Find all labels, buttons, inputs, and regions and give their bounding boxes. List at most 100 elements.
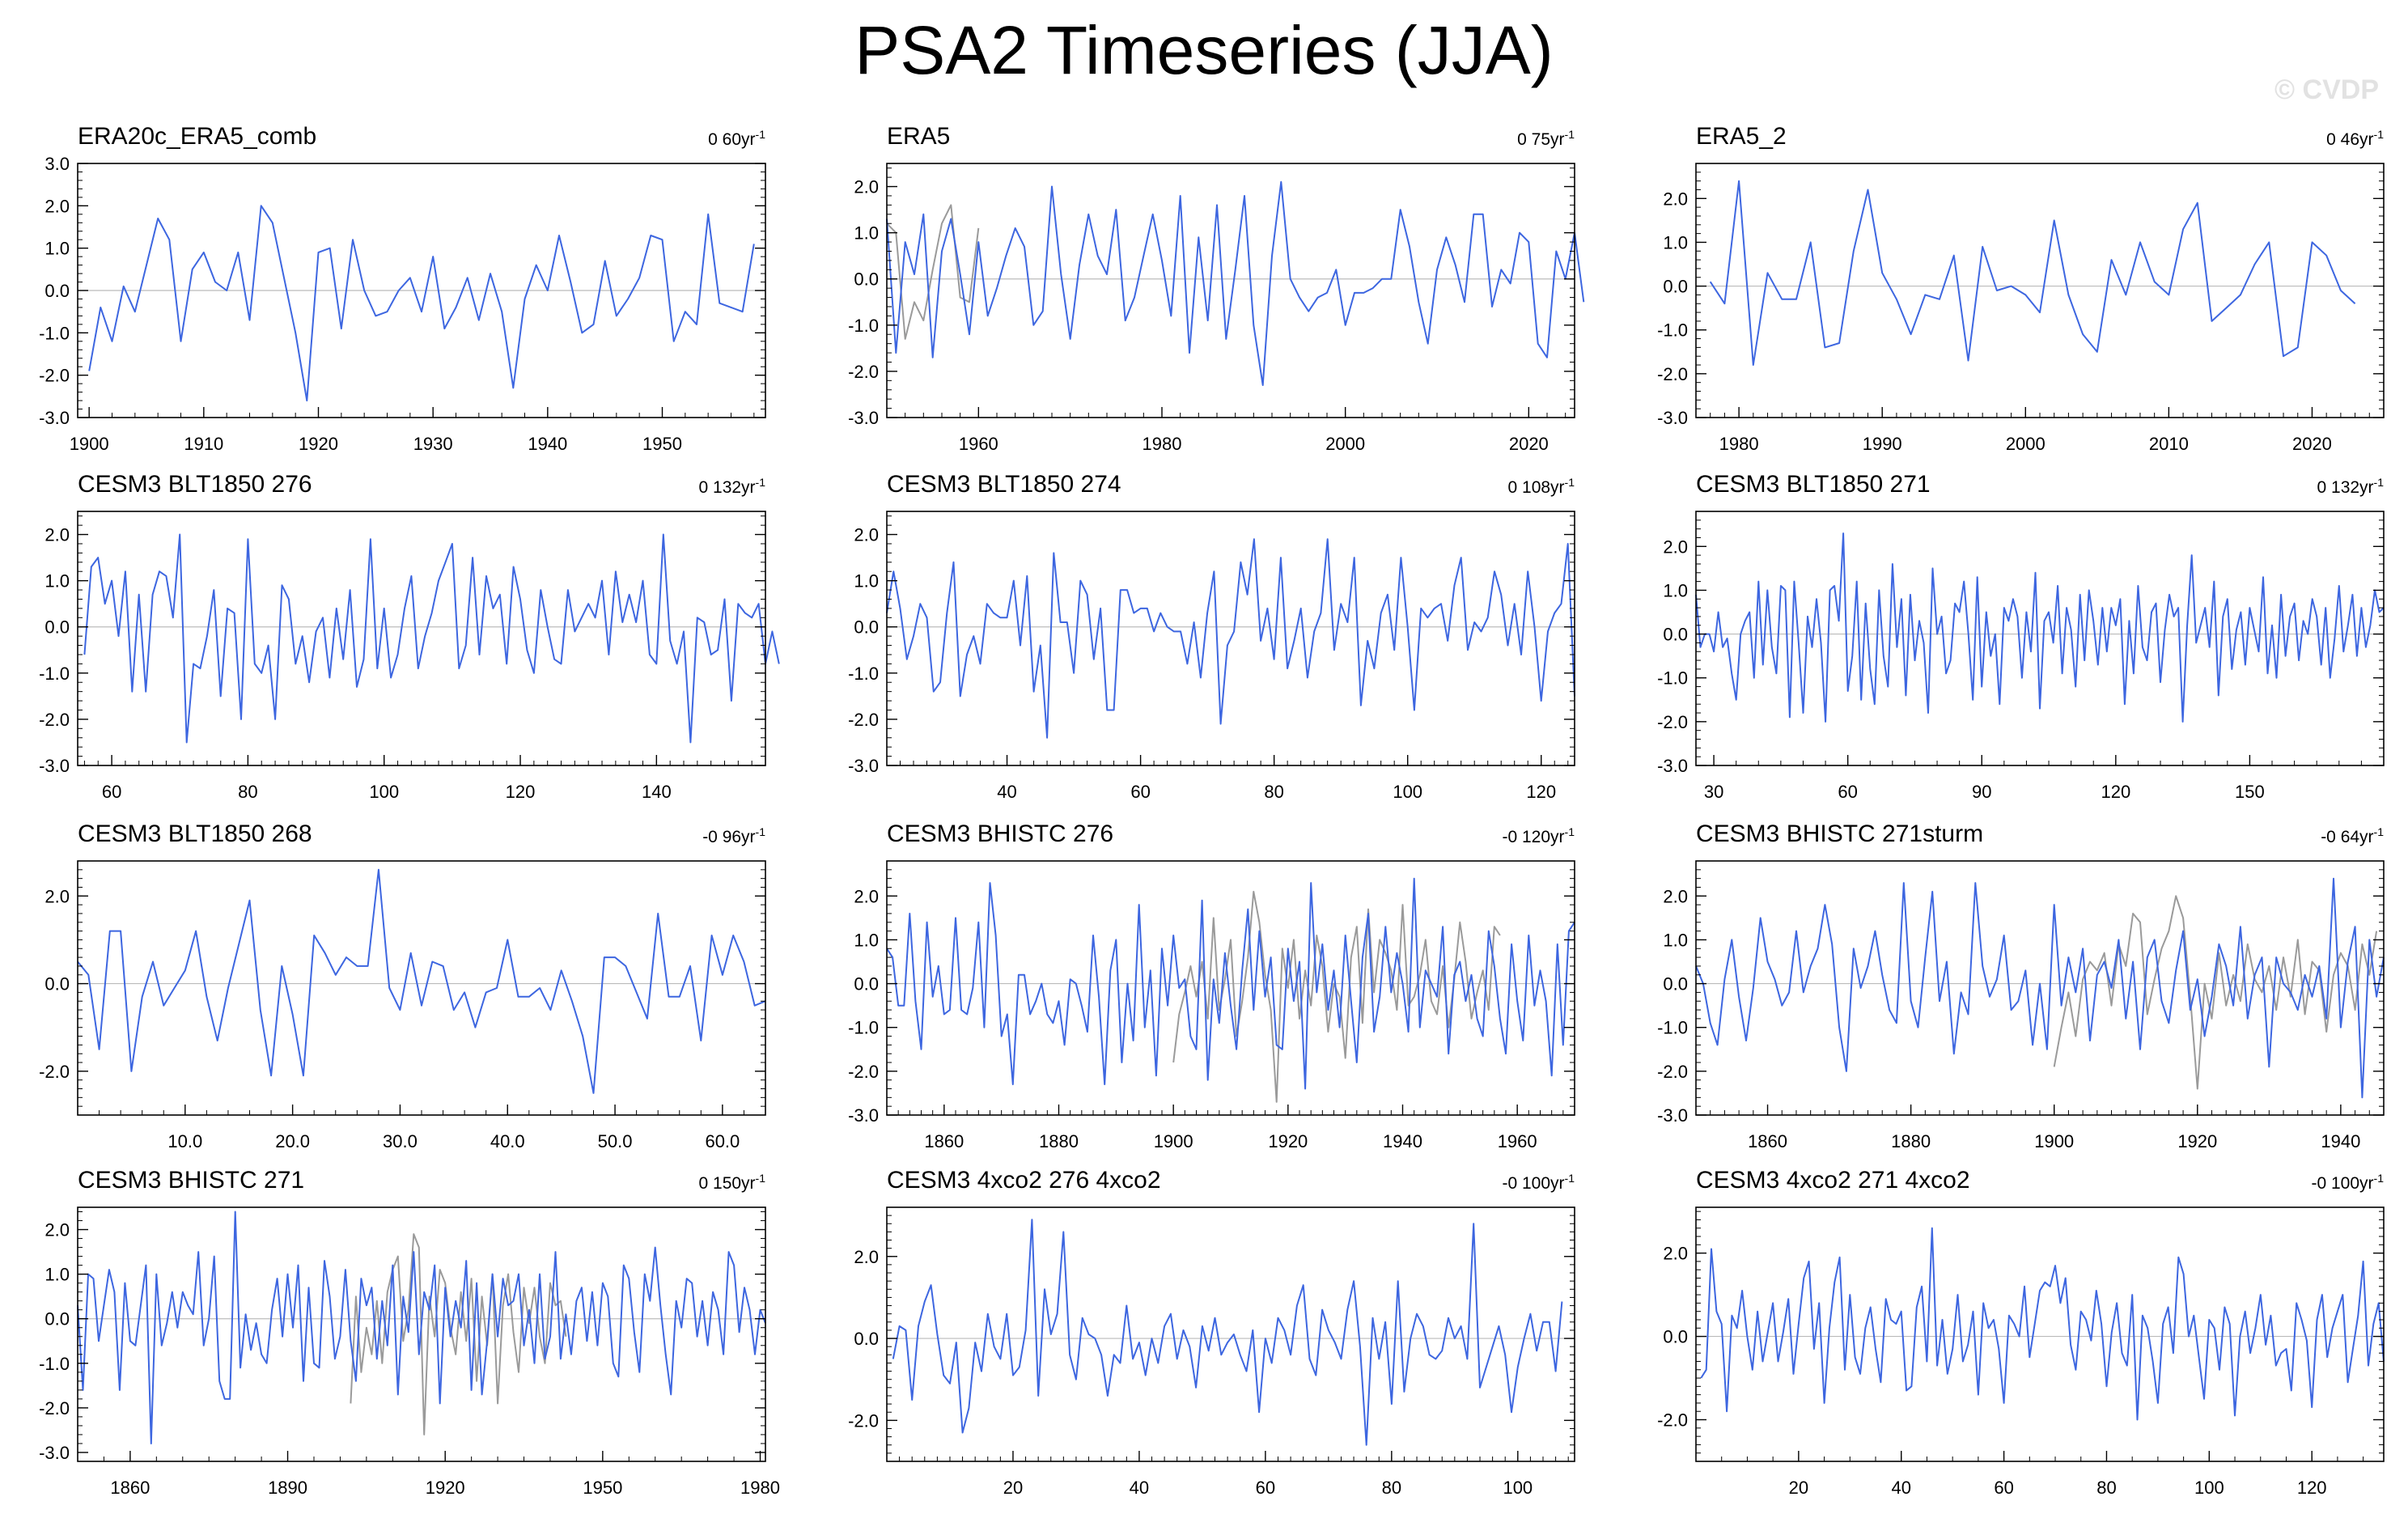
x-tick-label: 120 — [2101, 782, 2130, 802]
x-tick-label: 40 — [1891, 1478, 1910, 1498]
chart-title: ERA5 — [887, 123, 951, 150]
y-tick-label: -2.0 — [1657, 712, 1688, 732]
y-tick-label: -1.0 — [848, 316, 879, 336]
y-tick-label: 2.0 — [854, 525, 879, 545]
chart-title: CESM3 BLT1850 274 — [887, 471, 1121, 498]
trend-unit-exponent: -1 — [1564, 476, 1575, 489]
plot-frame — [1695, 511, 2385, 766]
y-tick-label: -3.0 — [39, 1443, 70, 1463]
trend-label: -0 96yr-1 — [702, 825, 765, 846]
x-tick-label: 1950 — [583, 1478, 622, 1498]
x-tick-label: 100 — [1393, 782, 1422, 802]
x-tick-label: 1960 — [959, 434, 998, 454]
x-tick-label: 20 — [1003, 1478, 1023, 1498]
x-tick-label: 120 — [506, 782, 536, 802]
y-tick-label: 2.0 — [1663, 536, 1688, 557]
y-tick-label: -3.0 — [848, 408, 879, 428]
chart-title: CESM3 BLT1850 268 — [78, 821, 312, 847]
y-tick-label: 0.0 — [854, 269, 879, 290]
chart-panel: ERA5_2 0 46yr-1 1980 1990 2000 2010 2020 -3.0 -2… — [1622, 113, 2408, 477]
x-tick-label: 50.0 — [598, 1131, 633, 1151]
y-tick-label: -1.0 — [1657, 320, 1688, 341]
chart-svg: 30 60 90 120 150 -3.0 -2.0 -1.0 0.0 1.0 2.0 — [1657, 511, 2385, 802]
x-tick-label: 1920 — [299, 434, 338, 454]
trend-unit-exponent: -1 — [755, 476, 765, 489]
x-tick-label: 20.0 — [275, 1131, 310, 1151]
chart-title: ERA20c_ERA5_comb — [78, 123, 317, 150]
y-tick-label: 1.0 — [45, 571, 70, 592]
chart-panel: CESM3 4xco2 276 4xco2 -0 100yr-1 20 40 60 80 1… — [812, 1157, 1613, 1521]
chart-svg: 1900 1910 1920 1930 1940 1950 -3.0 -2.0 -1.0 0.0 1… — [39, 154, 766, 454]
x-tick-label: 2020 — [1509, 434, 1549, 454]
x-tick-label: 1880 — [1039, 1131, 1079, 1151]
chart-svg: 40 60 80 100 120 -3.0 -2.0 -1.0 0.0 1.0 2.0 — [848, 511, 1575, 802]
x-tick-label: 1990 — [1863, 434, 1902, 454]
plot-frame — [77, 1206, 766, 1462]
y-tick-label: -1.0 — [39, 1354, 70, 1374]
y-tick-label: 3.0 — [45, 154, 70, 174]
y-tick-label: -2.0 — [848, 710, 879, 730]
y-tick-label: -2.0 — [39, 1062, 70, 1082]
y-tick-label: -3.0 — [848, 1105, 879, 1126]
y-tick-label: 0.0 — [1663, 974, 1688, 994]
x-tick-label: 1980 — [1719, 434, 1759, 454]
x-tick-label: 100 — [369, 782, 399, 802]
chart-panel: CESM3 BHISTC 276 -0 120yr-1 1860 1880 1900 19… — [812, 811, 1613, 1175]
chart-title: CESM3 BHISTC 276 — [887, 821, 1114, 847]
y-tick-label: 2.0 — [854, 886, 879, 906]
trend-unit-exponent: -1 — [2373, 128, 2384, 141]
chart-svg: 10.0 20.0 30.0 40.0 50.0 60.0 -2.0 0.0 2.0 — [39, 860, 766, 1151]
y-tick-label: -1.0 — [848, 1018, 879, 1038]
y-tick-label: -2.0 — [39, 710, 70, 730]
x-tick-label: 90 — [1972, 782, 1991, 802]
y-tick-label: 0.0 — [45, 617, 70, 638]
x-tick-label: 60 — [1130, 782, 1150, 802]
x-tick-label: 80 — [1264, 782, 1283, 802]
series-line-primary — [88, 205, 755, 402]
x-tick-label: 2000 — [1325, 434, 1365, 454]
chart-panel: CESM3 4xco2 271 4xco2 -0 100yr-1 20 40 60 80 1… — [1622, 1157, 2408, 1521]
trend-unit-exponent: -1 — [1564, 1172, 1575, 1185]
x-tick-label: 1940 — [1383, 1131, 1422, 1151]
x-tick-label: 1860 — [924, 1131, 964, 1151]
plot-frame — [886, 1206, 1575, 1462]
trend-label: -0 100yr-1 — [1502, 1172, 1575, 1193]
trend-label: 0 132yr-1 — [2317, 476, 2385, 497]
chart-svg: 20 40 60 80 100 120 -2.0 0.0 2.0 — [1657, 1206, 2385, 1498]
x-tick-label: 1860 — [1748, 1131, 1787, 1151]
series-line-primary — [886, 180, 1585, 386]
x-tick-label: 1880 — [1891, 1131, 1931, 1151]
y-tick-label: 2.0 — [45, 886, 70, 906]
x-tick-label: 2020 — [2292, 434, 2332, 454]
y-tick-label: 0.0 — [45, 974, 70, 994]
chart-svg: 60 80 100 120 140 -3.0 -2.0 -1.0 0.0 1.0 2.0 — [39, 511, 780, 802]
x-tick-label: 2010 — [2149, 434, 2189, 454]
trend-unit-exponent: -1 — [755, 825, 765, 838]
y-tick-label: -2.0 — [848, 1410, 879, 1431]
x-tick-label: 1930 — [413, 434, 453, 454]
series-line-primary — [886, 877, 1575, 1090]
trend-unit-exponent: -1 — [2373, 825, 2384, 838]
x-tick-label: 1950 — [642, 434, 682, 454]
x-tick-label: 1860 — [110, 1478, 150, 1498]
x-tick-label: 140 — [642, 782, 672, 802]
x-tick-label: 100 — [2194, 1478, 2224, 1498]
trend-label: 0 60yr-1 — [708, 128, 765, 149]
trend-label: 0 150yr-1 — [698, 1172, 766, 1193]
x-tick-label: 80 — [1382, 1478, 1401, 1498]
y-tick-label: 0.0 — [854, 617, 879, 638]
y-tick-label: -3.0 — [848, 756, 879, 776]
y-tick-label: 1.0 — [1663, 232, 1688, 252]
y-tick-label: 1.0 — [45, 1265, 70, 1285]
series-line-primary — [83, 533, 780, 744]
series-line-primary — [1695, 877, 2385, 1099]
x-tick-label: 1900 — [1154, 1131, 1193, 1151]
x-tick-label: 60 — [1838, 782, 1857, 802]
chart-panel: CESM3 BLT1850 276 0 132yr-1 60 80 100 120 140 -… — [3, 461, 804, 825]
series-line-primary — [1709, 180, 2356, 366]
plot-frame — [77, 860, 766, 1116]
x-tick-label: 1920 — [1268, 1131, 1308, 1151]
chart-panel: CESM3 BLT1850 274 0 108yr-1 40 60 80 100 120 -3… — [812, 461, 1613, 825]
y-tick-label: 1.0 — [854, 223, 879, 244]
y-tick-label: -2.0 — [1657, 1410, 1688, 1431]
